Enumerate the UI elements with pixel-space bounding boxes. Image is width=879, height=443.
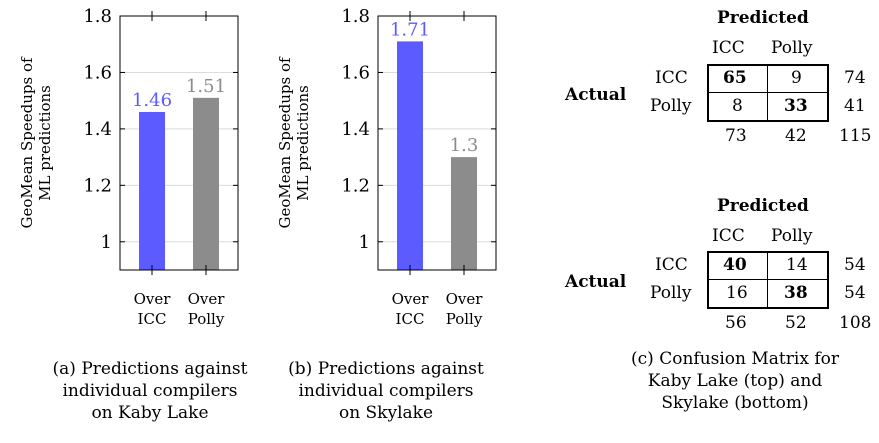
- cm-cell-fn: 9: [791, 68, 802, 88]
- category-label: ICC: [138, 310, 167, 328]
- y-tick-label: 1.2: [341, 175, 370, 196]
- bar: [139, 111, 165, 270]
- cm-cell-tp: 65: [723, 68, 747, 88]
- y-tick-label: 1.6: [83, 62, 112, 83]
- cm-row-total-1: 41: [844, 96, 866, 116]
- caption-c: (c) Confusion Matrix for Kaby Lake (top) …: [631, 349, 839, 413]
- y-axis-label: GeoMean Speedups of: [18, 56, 36, 228]
- cm-grid: [707, 251, 829, 309]
- cm-divider-h: [707, 92, 829, 93]
- cm-divider-v: [767, 251, 768, 309]
- y-axis-label: ML predictions: [36, 85, 54, 201]
- bar: [193, 97, 219, 270]
- y-tick-label: 1: [359, 232, 370, 253]
- cm-divider-h: [707, 279, 829, 280]
- category-label: Over: [188, 290, 226, 308]
- confusion-matrix-skylake: Predicted ICC Polly Actual ICC Polly 40 …: [560, 188, 879, 348]
- cm-col-total-0: 73: [725, 126, 747, 146]
- cm-cell-fp: 16: [726, 283, 748, 303]
- cm-row-label-polly: Polly: [650, 96, 692, 116]
- cm-col-total-1: 42: [785, 126, 807, 146]
- cm-col-label-icc: ICC: [712, 38, 745, 58]
- cm-col-total-0: 56: [725, 313, 747, 333]
- cm-col-total-1: 52: [785, 313, 807, 333]
- bar: [397, 41, 423, 271]
- cm-row-label-icc: ICC: [655, 68, 688, 88]
- data-label: 1.46: [132, 90, 172, 111]
- cm-row-title: Actual: [565, 272, 627, 292]
- plot-frame: [119, 15, 239, 271]
- confusion-matrix-kaby-lake: Predicted ICC Polly Actual ICC Polly 65 …: [560, 0, 879, 160]
- cm-col-label-polly: Polly: [771, 38, 813, 58]
- category-label: Polly: [446, 310, 483, 328]
- bar-chart-kaby-lake: 1.46 1.51 1 1.2 1.4 1.6 1.8 Over ICC Over Polly Geo…: [18, 6, 239, 328]
- y-tick-label: 1.8: [83, 6, 112, 27]
- cm-divider-v: [767, 64, 768, 122]
- cm-cell-fp: 8: [732, 96, 743, 116]
- y-axis-label: ML predictions: [294, 85, 312, 201]
- cm-row-label-polly: Polly: [650, 283, 692, 303]
- cm-cell-fn: 14: [786, 255, 808, 275]
- data-label: 1.71: [390, 19, 430, 40]
- cm-col-label-polly: Polly: [771, 226, 813, 246]
- bar-chart-skylake: 1.71 1.3 1 1.2 1.4 1.6 1.8 Over ICC Over Polly GeoM…: [276, 6, 497, 328]
- bar: [451, 157, 477, 270]
- plot-frame: [377, 15, 497, 271]
- cm-row-label-icc: ICC: [655, 255, 688, 275]
- caption-a: (a) Predictions against individual compil…: [52, 359, 248, 423]
- y-tick-label: 1.8: [341, 6, 370, 27]
- y-tick-label: 1.4: [341, 119, 370, 140]
- cm-row-total-0: 74: [844, 68, 866, 88]
- caption-b: (b) Predictions against individual compil…: [288, 359, 484, 423]
- cm-cell-tn: 38: [784, 283, 808, 303]
- cm-grand-total: 115: [839, 126, 872, 146]
- cm-grid: [707, 64, 829, 122]
- y-tick-label: 1.6: [341, 62, 370, 83]
- cm-row-total-0: 54: [844, 255, 866, 275]
- cm-row-total-1: 54: [844, 283, 866, 303]
- category-label: Over: [134, 290, 172, 308]
- y-tick-label: 1.4: [83, 119, 112, 140]
- data-label: 1.51: [186, 76, 226, 97]
- category-label: Over: [392, 290, 430, 308]
- category-label: Polly: [188, 310, 225, 328]
- data-label: 1.3: [450, 135, 479, 156]
- category-label: Over: [446, 290, 484, 308]
- cm-row-title: Actual: [565, 85, 627, 105]
- cm-title: Predicted: [717, 8, 809, 28]
- cm-cell-tp: 40: [723, 255, 747, 275]
- cm-col-label-icc: ICC: [712, 226, 745, 246]
- category-label: ICC: [396, 310, 425, 328]
- cm-grand-total: 108: [839, 313, 872, 333]
- cm-cell-tn: 33: [784, 96, 808, 116]
- y-tick-label: 1.2: [83, 175, 112, 196]
- cm-title: Predicted: [717, 196, 809, 216]
- y-axis-label: GeoMean Speedups of: [276, 56, 294, 228]
- y-tick-label: 1: [101, 232, 112, 253]
